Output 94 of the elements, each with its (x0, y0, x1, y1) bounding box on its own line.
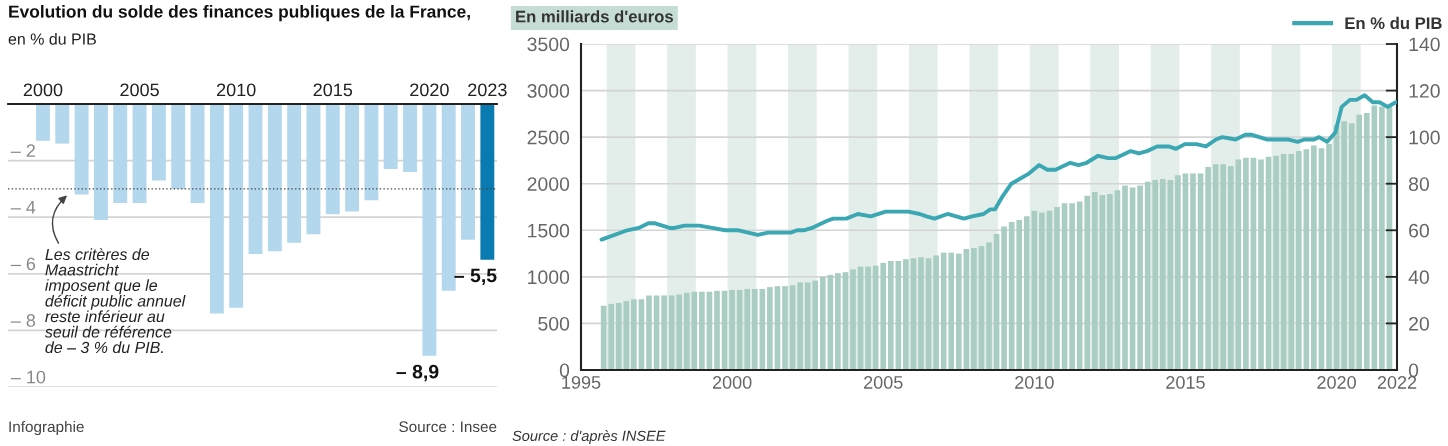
bar (1054, 207, 1060, 370)
y-tick-label: 3500 (527, 37, 570, 52)
bar (918, 257, 924, 370)
x-tick-label: 2000 (23, 83, 63, 97)
bar (835, 273, 841, 370)
x-tick-label: 2005 (864, 376, 903, 389)
y-tick-label: 2500 (527, 130, 570, 145)
chart-subtitle: en % du PIB (8, 33, 96, 45)
x-tick-label: 2000 (712, 376, 752, 389)
y-tick-label: 3000 (527, 84, 570, 98)
bar (744, 288, 751, 370)
bar (1039, 212, 1045, 370)
y-tick-label: 500 (538, 316, 570, 331)
x-tick-label: 2015 (1166, 376, 1205, 389)
y2-tick-label: 20 (1409, 316, 1429, 331)
bar (782, 286, 788, 370)
bar (1356, 114, 1363, 370)
bar (1122, 185, 1128, 370)
bar (1341, 121, 1347, 370)
bar (1258, 159, 1264, 370)
bar (1326, 143, 1332, 370)
chart-title: Evolution du solde des finances publiques de la France, (9, 5, 470, 22)
line-series (599, 93, 1397, 242)
x-tick-label: 1995 (562, 376, 601, 389)
bar (1311, 145, 1317, 370)
data-label: – 8,9 (396, 364, 439, 382)
bar (1107, 193, 1113, 370)
bar (850, 269, 856, 370)
y2-tick-label: 60 (1409, 223, 1429, 238)
y2-tick-label: 140 (1409, 37, 1440, 52)
source-note: Source : d'après INSEE (512, 430, 666, 444)
y2-tick-label: 0 (1408, 363, 1419, 378)
x-tick-label: 2023 (468, 83, 507, 97)
y-tick-label: – 4 (10, 201, 36, 214)
bar (1295, 151, 1302, 370)
bar (661, 295, 667, 370)
bar (971, 247, 977, 370)
bar (767, 287, 773, 370)
bar (608, 303, 615, 370)
bar (631, 299, 637, 370)
x-tick-label: 2015 (313, 83, 353, 97)
bar (1205, 166, 1211, 370)
legend-label: En % du PIB (1345, 16, 1442, 30)
bar (699, 291, 705, 370)
bar (865, 266, 871, 370)
bar (986, 242, 992, 370)
bar (1379, 106, 1385, 370)
y-tick-label: – 10 (10, 370, 46, 384)
x-tick-label: 2020 (410, 83, 449, 97)
y2-tick-label: 120 (1409, 84, 1440, 98)
bar (646, 295, 652, 370)
text: Infographie (9, 420, 84, 436)
bar (1190, 173, 1196, 370)
x-tick-label: 2010 (1015, 376, 1054, 389)
y-tick-label: – 8 (10, 314, 36, 327)
y-tick-label: 0 (559, 363, 570, 378)
y-tick-label: – 2 (10, 144, 35, 157)
bar (948, 252, 955, 370)
bar (1152, 179, 1159, 370)
bar (1137, 185, 1143, 370)
x-tick-label: 2010 (217, 83, 256, 97)
bar (1175, 175, 1181, 370)
y-tick-label: – 6 (10, 257, 36, 271)
bar (812, 280, 819, 370)
source-note: Source : Insee (399, 421, 497, 433)
y2-tick-label: 40 (1408, 270, 1429, 285)
data-label: – 5,5 (454, 268, 497, 286)
bar (903, 259, 909, 370)
bar (797, 282, 803, 370)
bar (1069, 203, 1075, 370)
bar (1091, 192, 1098, 370)
y-axis-title: En milliards d'euros (516, 10, 673, 23)
bar (1001, 226, 1007, 370)
bar (615, 302, 622, 370)
bar (1227, 166, 1234, 370)
y2-tick-label: 100 (1409, 130, 1440, 145)
bar (933, 255, 939, 370)
x-tick-label: 2022 (1377, 376, 1417, 389)
bar (1016, 220, 1023, 370)
bar (683, 292, 690, 370)
x-tick-label: 2020 (1317, 376, 1356, 389)
bar (751, 288, 758, 370)
bar (729, 289, 735, 370)
y-tick-label: 2000 (527, 177, 570, 191)
bar (714, 290, 720, 370)
bar (1243, 157, 1249, 370)
x-tick-label: 2005 (120, 83, 159, 97)
y2-tick-label: 80 (1408, 177, 1429, 191)
bar (1023, 216, 1030, 370)
bar (1273, 155, 1279, 370)
bar (887, 261, 894, 370)
y-tick-label: 1000 (528, 270, 570, 285)
y-tick-label: 1500 (528, 223, 570, 238)
ref-line-label: Les critères de Maastricht imposent que le déficit public annuel reste inférieur au seuil de référence de – 3 % du PIB. (44, 248, 186, 354)
